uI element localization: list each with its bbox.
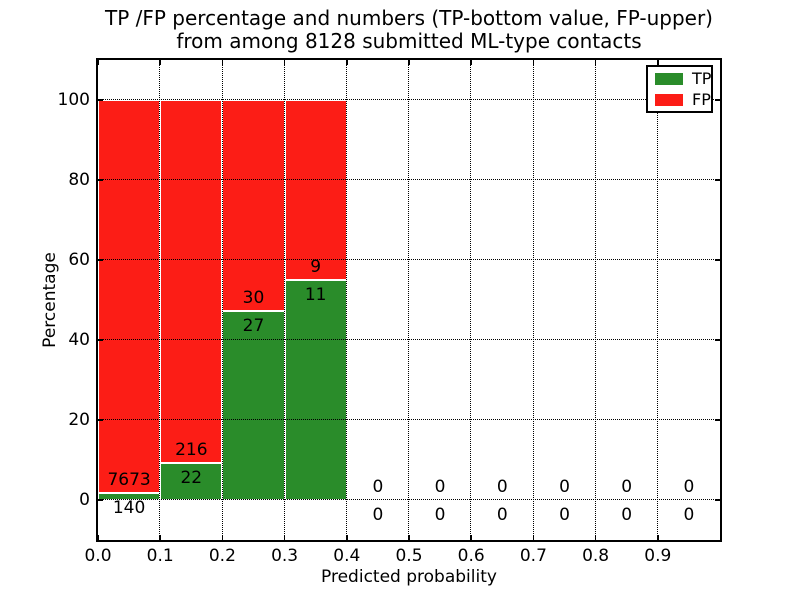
gridline-v-3 — [283, 60, 285, 540]
x-tick-label-3: 0.3 — [271, 546, 299, 566]
x-tick-label-0: 0.0 — [84, 546, 112, 566]
gridline-v-9 — [657, 60, 659, 540]
tick-x-top-3 — [283, 60, 286, 65]
tick-y-left-1 — [98, 419, 103, 421]
label-tp-count-7: 0 — [559, 505, 570, 526]
tick-y-right-2 — [715, 339, 720, 341]
tick-y-right-0 — [715, 499, 720, 501]
bar-fp-1 — [160, 100, 223, 464]
x-tick-label-4: 0.4 — [333, 546, 361, 566]
label-tp-count-0: 140 — [112, 498, 146, 519]
tick-x-bottom-2 — [221, 535, 224, 540]
tick-y-left-0 — [98, 499, 103, 501]
legend-entry-tp: TP — [655, 68, 712, 88]
tick-x-bottom-3 — [283, 535, 286, 540]
bar-fp-3 — [284, 100, 347, 280]
tick-y-left-5 — [98, 99, 103, 101]
tick-x-bottom-4 — [346, 535, 348, 540]
tick-x-top-0 — [97, 60, 99, 65]
tick-x-bottom-6 — [470, 535, 472, 540]
y-tick-label-2: 40 — [68, 330, 90, 350]
x-tick-label-8: 0.8 — [582, 546, 610, 566]
tick-x-top-8 — [594, 60, 597, 65]
tick-x-top-6 — [470, 60, 472, 65]
y-tick-label-0: 0 — [79, 490, 90, 510]
y-tick-label-3: 60 — [68, 250, 90, 270]
tick-y-right-5 — [715, 99, 720, 101]
label-tp-count-2: 27 — [242, 315, 265, 336]
label-tp-count-3: 11 — [304, 285, 327, 306]
tick-x-top-9 — [657, 60, 659, 65]
y-tick-label-5: 100 — [57, 90, 90, 110]
x-tick-label-9: 0.9 — [644, 546, 672, 566]
tick-x-bottom-5 — [408, 535, 410, 540]
label-tp-count-1: 22 — [180, 468, 203, 489]
gridline-v-6 — [470, 60, 472, 540]
label-fp-count-0: 7673 — [107, 470, 151, 491]
tick-x-bottom-7 — [532, 535, 535, 540]
chart-title-line-1: TP /FP percentage and numbers (TP-bottom… — [105, 6, 713, 30]
tick-y-right-1 — [715, 419, 720, 421]
legend-entry-fp: FP — [655, 89, 711, 109]
y-tick-label-4: 80 — [68, 170, 90, 190]
x-tick-label-2: 0.2 — [208, 546, 236, 566]
tick-y-left-4 — [98, 179, 103, 181]
label-fp-count-6: 0 — [496, 477, 508, 498]
tick-x-bottom-1 — [159, 535, 161, 540]
y-tick-label-1: 20 — [68, 410, 90, 430]
bar-fp-0 — [98, 100, 161, 493]
label-fp-count-1: 216 — [175, 440, 208, 461]
legend-label-tp: TP — [692, 68, 712, 88]
tick-x-top-2 — [221, 60, 224, 65]
legend: TP FP — [646, 65, 713, 113]
label-tp-count-8: 0 — [621, 505, 633, 526]
x-tick-label-1: 0.1 — [146, 546, 174, 566]
tick-x-top-5 — [408, 60, 410, 65]
legend-label-fp: FP — [692, 89, 711, 109]
label-fp-count-2: 30 — [242, 287, 265, 308]
x-tick-label-6: 0.6 — [457, 546, 485, 566]
label-fp-count-9: 0 — [683, 477, 695, 498]
label-fp-count-8: 0 — [621, 477, 633, 498]
gridline-v-2 — [221, 60, 223, 540]
tick-x-bottom-9 — [657, 535, 659, 540]
gridline-v-8 — [594, 60, 596, 540]
label-fp-count-4: 0 — [372, 477, 384, 498]
label-fp-count-5: 0 — [434, 477, 446, 498]
chart-title-line-2: from among 8128 submitted ML-type contac… — [176, 29, 642, 53]
bar-tp-2 — [222, 310, 285, 500]
tick-x-top-4 — [346, 60, 348, 65]
label-fp-count-3: 9 — [310, 257, 322, 278]
label-tp-count-6: 0 — [496, 505, 508, 526]
label-tp-count-5: 0 — [434, 505, 446, 526]
tick-x-top-1 — [159, 60, 161, 65]
gridline-v-4 — [346, 60, 348, 540]
tick-y-right-3 — [715, 259, 720, 261]
label-tp-count-4: 0 — [372, 505, 384, 526]
tick-x-top-7 — [532, 60, 535, 65]
label-fp-count-7: 0 — [559, 477, 570, 498]
tick-y-right-4 — [715, 179, 720, 181]
gridline-v-7 — [532, 60, 534, 540]
gridline-v-5 — [408, 60, 410, 540]
gridline-v-1 — [159, 60, 161, 540]
bar-fp-2 — [222, 100, 285, 311]
legend-swatch-fp — [655, 93, 683, 106]
x-tick-label-5: 0.5 — [395, 546, 423, 566]
tick-x-bottom-8 — [594, 535, 597, 540]
x-tick-label-7: 0.7 — [519, 546, 547, 566]
x-axis-label: Predicted probability — [321, 567, 497, 587]
tick-y-left-3 — [98, 259, 103, 261]
tick-y-left-2 — [98, 339, 103, 341]
label-tp-count-9: 0 — [683, 505, 695, 526]
plot-area: 7673 140 216 22 30 27 9 11 0 0 0 0 0 0 0 0 0 0 0 0 — [97, 60, 720, 540]
tick-x-bottom-0 — [97, 535, 99, 540]
y-axis-label: Percentage — [40, 252, 60, 348]
bar-tp-3 — [284, 280, 347, 500]
legend-swatch-tp — [655, 72, 683, 85]
